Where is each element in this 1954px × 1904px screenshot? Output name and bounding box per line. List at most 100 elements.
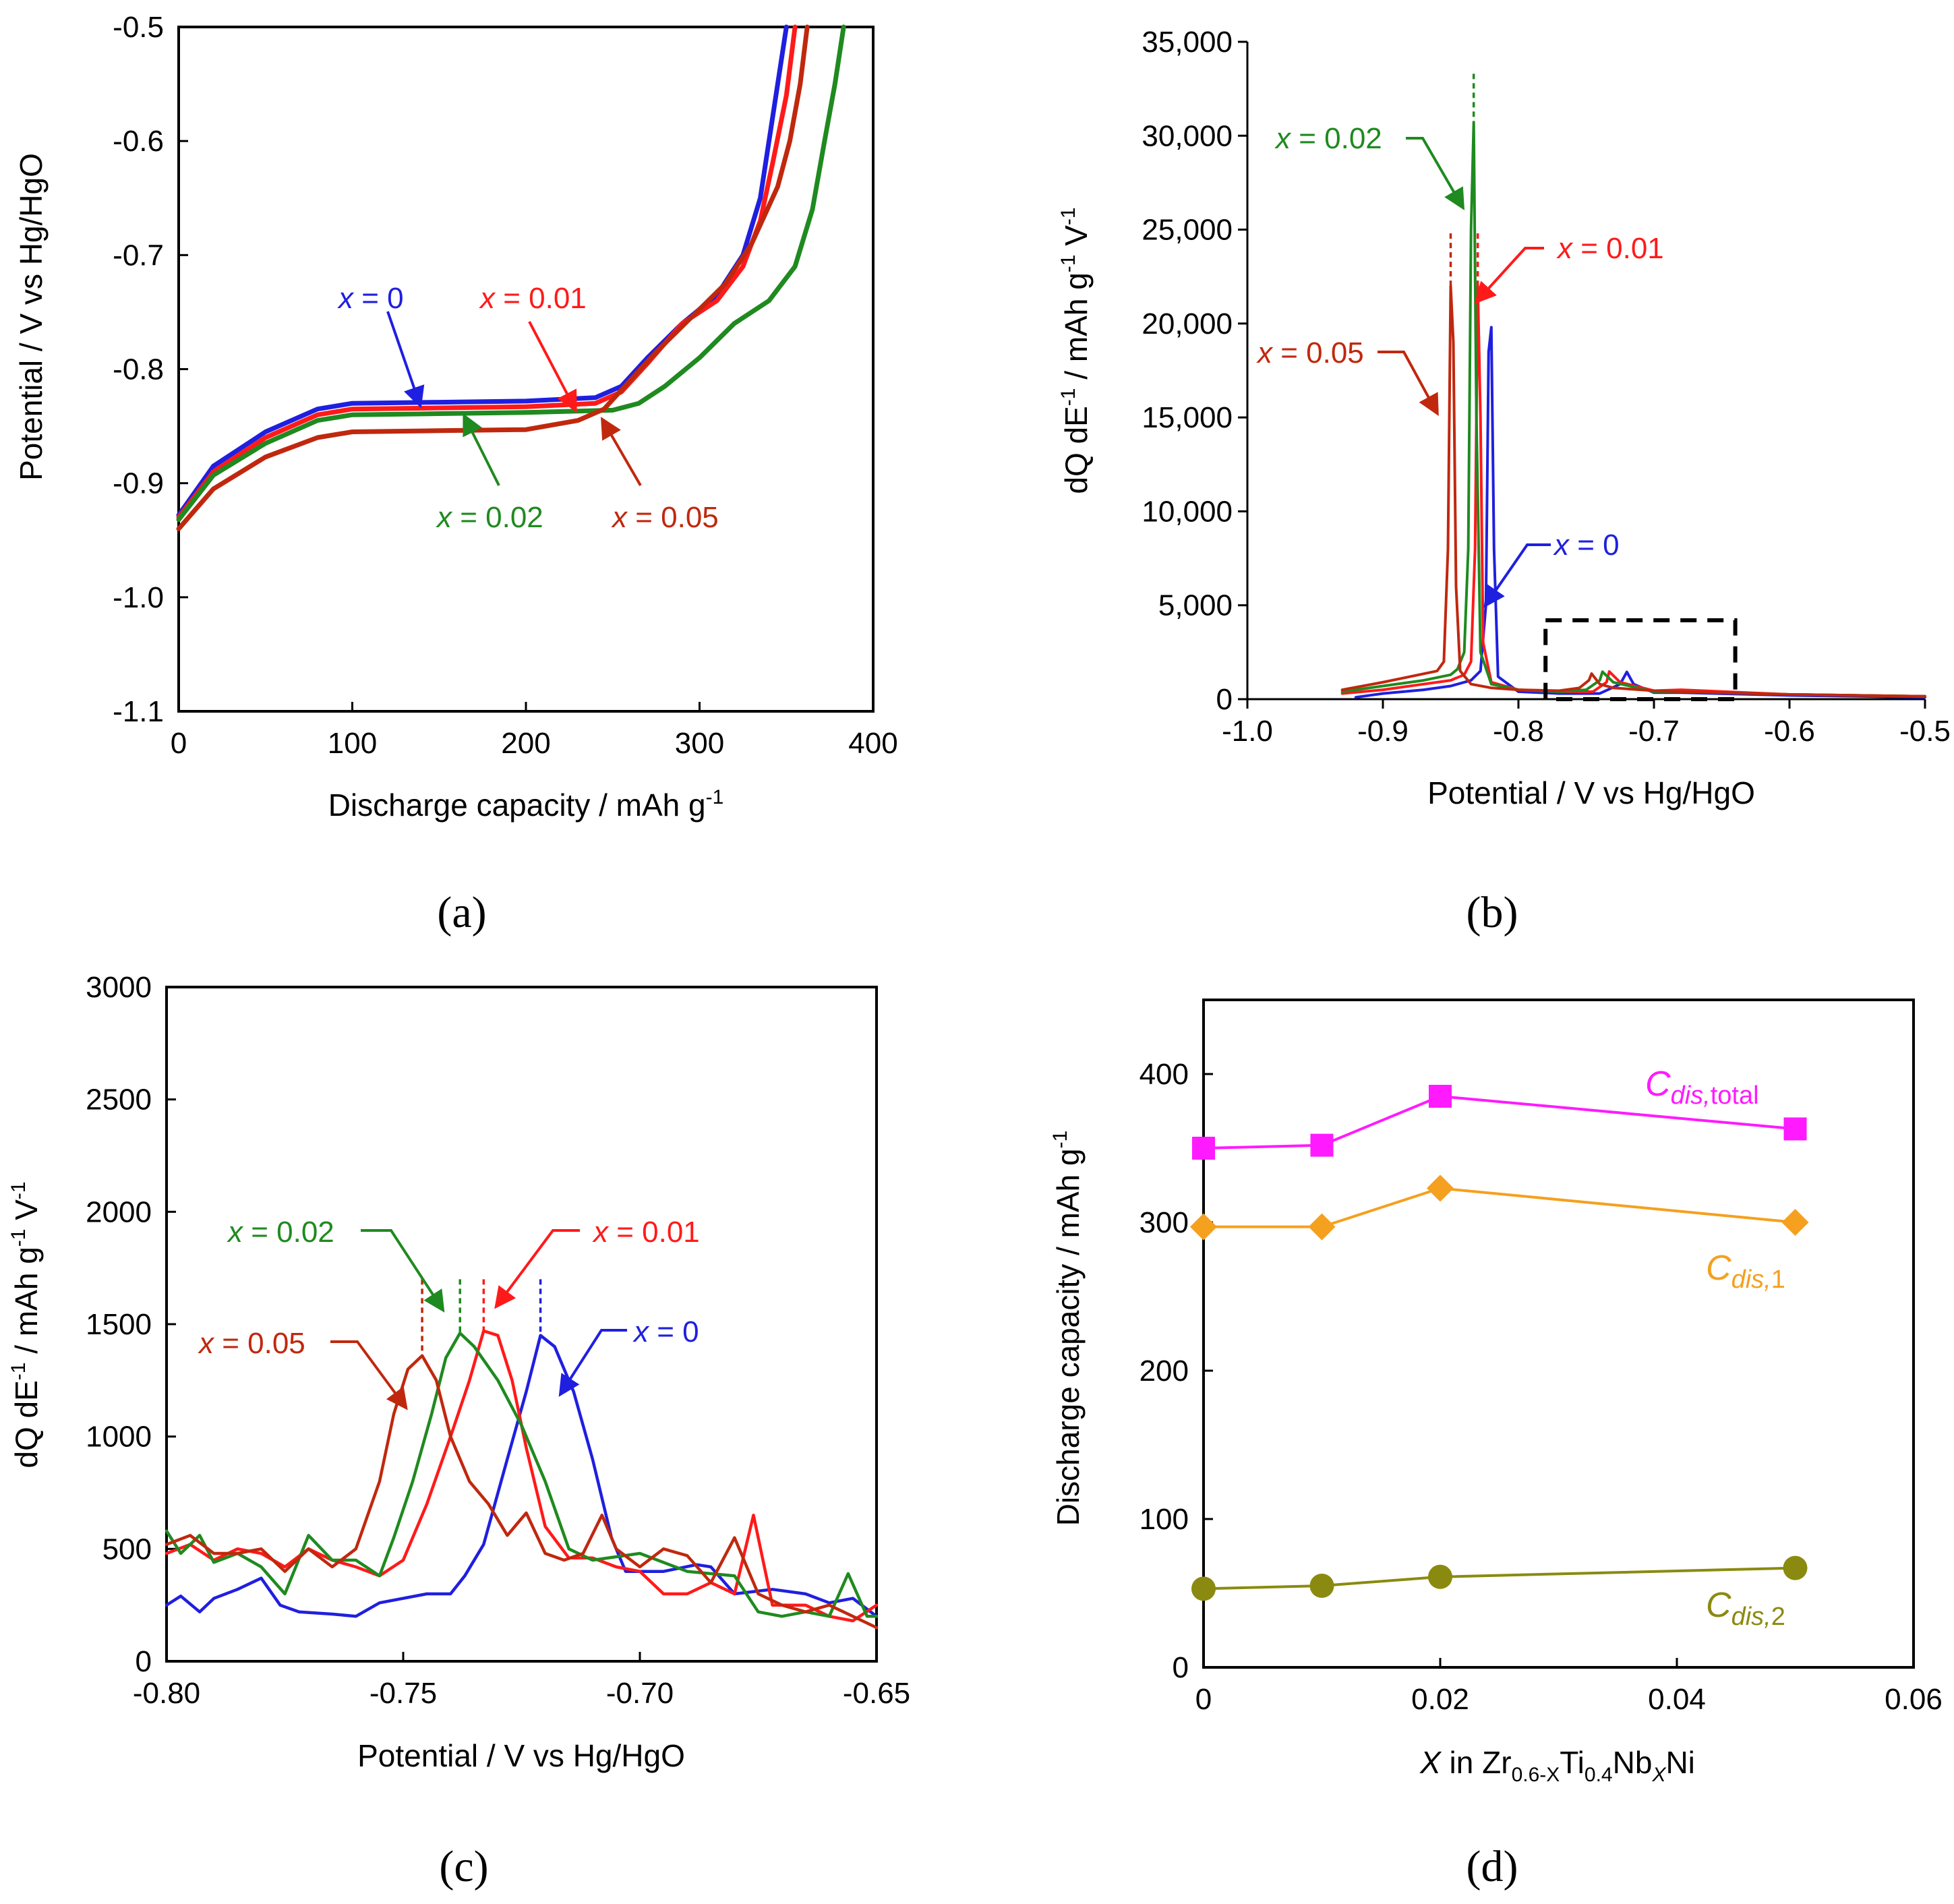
x-tick-label: 100 <box>328 727 377 760</box>
series-line-x-0 <box>1354 326 1926 699</box>
x-tick-label: 0.02 <box>1411 1683 1469 1716</box>
x-tick-label: 0.06 <box>1885 1683 1943 1716</box>
arrow-x001-a <box>528 321 577 413</box>
label-x002-a: x = 0.02 <box>436 501 543 534</box>
series-line-cdis-2 <box>1202 1566 1797 1590</box>
panel-label-c: (c) <box>439 1842 488 1891</box>
data-point-cdis-2 <box>1309 1574 1334 1598</box>
panel-b: -1.0 -0.9 -0.8 -0.7 -0.6 -0.5 0 5,000 10,000 15,0… <box>1057 26 1951 937</box>
x-tick-label: 0 <box>171 727 187 760</box>
x-tick-label: 300 <box>675 727 724 760</box>
arrow-x002-b <box>1406 137 1465 210</box>
y-tick-label: 20,000 <box>1142 307 1233 340</box>
x-axis-label-b: Potential / V vs Hg/HgO <box>1427 775 1755 810</box>
data-point-cdis-total <box>1429 1085 1452 1108</box>
ticks-a: 0 100 200 300 400 -1.1 -1.0 -0.9 -0.8 -0.7 -0.6 -0.… <box>113 11 898 760</box>
arrow-x005-b <box>1378 351 1439 417</box>
panel-label-d: (d) <box>1467 1842 1518 1891</box>
label-x002-b: x = 0.02 <box>1274 122 1382 155</box>
arrow-x002-c <box>361 1229 445 1313</box>
label-x001-c: x = 0.01 <box>592 1216 700 1249</box>
label-x0-b: x = 0 <box>1553 529 1620 562</box>
y-tick-label: 200 <box>1139 1355 1189 1388</box>
label-cdis-total: Cdis,total <box>1645 1065 1759 1110</box>
x-tick-label: -0.8 <box>1493 715 1544 748</box>
y-axis-label-a: Potential / V vs Hg/HgO <box>13 153 49 481</box>
label-cdis-1: Cdis,1 <box>1706 1249 1785 1294</box>
series-b <box>1340 121 1926 699</box>
series-line-x-0-05 <box>1340 285 1926 698</box>
series-line-x-0-02 <box>176 24 846 523</box>
panel-a: 0 100 200 300 400 -1.1 -1.0 -0.9 -0.8 -0.7 -0.6 -0.… <box>13 11 898 937</box>
series-line-x-0-02 <box>1340 121 1926 698</box>
x-tick-label: 0.04 <box>1648 1683 1706 1716</box>
series-a <box>176 24 846 531</box>
arrow-x001-c <box>494 1229 580 1309</box>
arrow-x002-a <box>463 413 500 486</box>
y-tick-label: 2000 <box>86 1195 152 1228</box>
ticks-c: -0.80 -0.75 -0.70 -0.65 0 500 1000 1500 2000 2500… <box>86 971 910 1710</box>
y-tick-label: 30,000 <box>1142 119 1233 152</box>
data-point-cdis-1 <box>1308 1213 1336 1241</box>
series-line-x-0-01 <box>165 1329 879 1623</box>
label-x001-b: x = 0.01 <box>1556 232 1664 265</box>
panel-label-b: (b) <box>1467 888 1518 937</box>
peak-markers-b <box>1449 73 1479 287</box>
data-point-cdis-1 <box>1427 1174 1454 1202</box>
y-tick-label: -0.8 <box>113 353 164 386</box>
x-axis-label-c: Potential / V vs Hg/HgO <box>357 1738 685 1773</box>
x-tick-label: -1.0 <box>1222 715 1273 748</box>
y-axis-label-c: dQ dE-1 / mAh g-1 V-1 <box>7 1181 44 1468</box>
y-tick-label: 0 <box>136 1645 152 1678</box>
y-tick-label: 5,000 <box>1158 589 1233 622</box>
label-x005-a: x = 0.05 <box>611 501 719 534</box>
arrow-x0-b <box>1483 543 1551 608</box>
label-x005-c: x = 0.05 <box>198 1327 305 1360</box>
panel-c: -0.80 -0.75 -0.70 -0.65 0 500 1000 1500 2000 2500… <box>7 971 910 1891</box>
panel-d: 0 0.02 0.04 0.06 0 100 200 300 400 Cdis,total Cd… <box>1049 999 1943 1891</box>
annotations-c: x = 0.02 x = 0.01 x = 0.05 x = 0 <box>198 1216 700 1410</box>
series-line-x-0-01 <box>176 24 798 520</box>
label-x001-a: x = 0.01 <box>479 282 587 315</box>
label-x002-c: x = 0.02 <box>227 1216 334 1249</box>
x-axis-label-a: Discharge capacity / mAh g-1 <box>328 786 724 823</box>
x-axis-label-d: X in Zr0.6-XTi0.4NbXNi <box>1419 1745 1695 1786</box>
y-tick-label: -1.1 <box>113 695 164 728</box>
x-tick-label: -0.6 <box>1764 715 1815 748</box>
y-tick-label: 0 <box>1173 1651 1189 1684</box>
y-tick-label: 1500 <box>86 1308 152 1341</box>
annotations-a: x = 0 x = 0.01 x = 0.02 x = 0.05 <box>337 282 719 534</box>
y-tick-label: 0 <box>1216 683 1233 716</box>
y-axis-label-d: Discharge capacity / mAh g-1 <box>1049 1131 1086 1526</box>
ticks-b: -1.0 -0.9 -0.8 -0.7 -0.6 -0.5 0 5,000 10,000 15,0… <box>1142 26 1950 748</box>
series-line-x-0-05 <box>165 1354 879 1630</box>
y-axis-label-b: dQ dE-1 / mAh g-1 V-1 <box>1057 207 1094 494</box>
x-tick-label: -0.65 <box>843 1677 910 1710</box>
inset-box-b <box>1543 618 1738 701</box>
series-line-x-0 <box>165 1334 879 1618</box>
annotations-b: x = 0.02 x = 0.01 x = 0.05 x = 0 <box>1256 122 1664 608</box>
x-tick-label: -0.5 <box>1899 715 1951 748</box>
x-tick-label: -0.80 <box>133 1677 200 1710</box>
series-line-x-0 <box>176 24 789 518</box>
peak-markers-c <box>421 1279 542 1356</box>
x-tick-label: 0 <box>1195 1683 1212 1716</box>
plot-frame-d <box>1202 999 1915 1669</box>
label-cdis-2: Cdis,2 <box>1706 1586 1785 1631</box>
data-point-cdis-total <box>1310 1133 1334 1157</box>
series-line-x-0-05 <box>176 24 810 531</box>
data-point-cdis-total <box>1192 1137 1215 1160</box>
data-point-cdis-2 <box>1428 1564 1452 1589</box>
y-tick-label: -0.6 <box>113 125 164 158</box>
x-tick-label: -0.7 <box>1628 715 1680 748</box>
ticks-d: 0 0.02 0.04 0.06 0 100 200 300 400 <box>1139 1058 1943 1716</box>
y-tick-label: 25,000 <box>1142 214 1233 247</box>
series-c <box>165 1329 879 1630</box>
arrow-x005-a <box>600 417 642 487</box>
y-tick-label: 400 <box>1139 1058 1189 1091</box>
x-tick-label: 200 <box>501 727 550 760</box>
data-point-cdis-total <box>1783 1117 1807 1141</box>
y-tick-label: 100 <box>1139 1503 1189 1536</box>
x-tick-label: -0.75 <box>369 1677 437 1710</box>
